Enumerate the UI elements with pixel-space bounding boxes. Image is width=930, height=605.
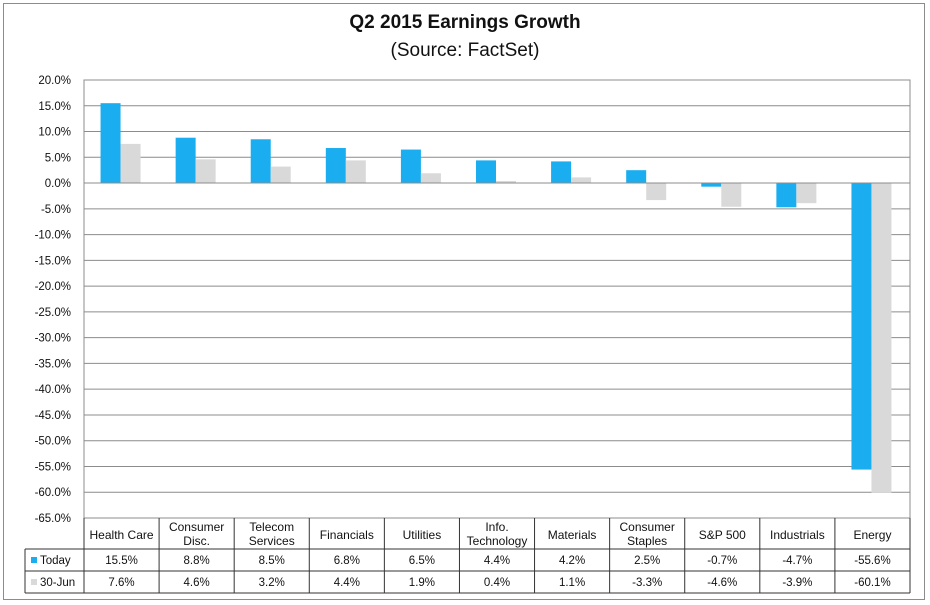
data-label: 3.2% <box>259 577 285 589</box>
x-category-label: Staples <box>627 534 667 548</box>
y-tick-label: 10.0% <box>38 127 71 139</box>
data-label: -4.6% <box>707 577 737 589</box>
data-label: 1.1% <box>559 577 585 589</box>
y-tick-label: -20.0% <box>35 281 71 293</box>
x-category-label: Consumer <box>620 520 675 534</box>
y-tick-label: -25.0% <box>35 307 71 319</box>
legend-key <box>31 557 37 563</box>
legend-key <box>31 579 37 585</box>
bar-today <box>776 183 797 208</box>
legend-label: Today <box>40 555 71 567</box>
data-label: 8.5% <box>259 555 285 567</box>
legend-label: 30-Jun <box>40 577 75 589</box>
data-label: 6.8% <box>334 555 360 567</box>
data-label: -60.1% <box>854 577 890 589</box>
y-tick-label: 5.0% <box>45 152 71 164</box>
chart-subtitle: (Source: FactSet) <box>390 40 540 61</box>
bar-today <box>626 170 647 184</box>
data-label: 8.8% <box>184 555 210 567</box>
bar-today <box>851 183 872 470</box>
bar-30-jun <box>571 177 592 184</box>
x-category-label: Materials <box>548 528 597 542</box>
bar-today <box>100 103 121 184</box>
data-label: -3.9% <box>782 577 812 589</box>
x-category-label: Utilities <box>403 528 442 542</box>
y-tick-label: -45.0% <box>35 410 71 422</box>
bar-30-jun <box>496 180 516 184</box>
x-category-label: Info. <box>485 520 508 534</box>
x-category-label: Energy <box>853 528 891 542</box>
data-label: 4.2% <box>559 555 585 567</box>
y-tick-label: -35.0% <box>35 358 71 370</box>
bar-today <box>325 148 346 184</box>
bar-30-jun <box>195 159 216 184</box>
bar-30-jun <box>721 183 742 207</box>
x-category-label: Industrials <box>770 528 825 542</box>
y-tick-label: -65.0% <box>35 513 71 525</box>
data-label: -55.6% <box>854 555 890 567</box>
y-tick-label: -5.0% <box>41 204 71 216</box>
bar-today <box>175 137 196 184</box>
y-tick-label: -50.0% <box>35 436 71 448</box>
bar-30-jun <box>871 183 892 493</box>
y-tick-label: 15.0% <box>38 101 71 113</box>
data-label: 7.6% <box>108 577 134 589</box>
bar-30-jun <box>646 183 667 201</box>
bar-today <box>701 183 722 187</box>
bar-30-jun <box>796 183 817 204</box>
plot-area <box>83 79 911 519</box>
bar-today <box>476 160 496 184</box>
bar-30-jun <box>270 166 291 184</box>
y-tick-label: -40.0% <box>35 384 71 396</box>
data-label: 4.6% <box>184 577 210 589</box>
data-label: 1.9% <box>409 577 435 589</box>
data-label: 4.4% <box>484 555 510 567</box>
data-label: -3.3% <box>632 577 662 589</box>
x-category-label: Services <box>249 534 295 548</box>
y-tick-label: -60.0% <box>35 487 71 499</box>
y-tick-label: -55.0% <box>35 461 71 473</box>
x-category-label: Consumer <box>169 520 224 534</box>
bar-30-jun <box>420 173 441 184</box>
x-category-label: Technology <box>467 534 528 548</box>
data-label: 0.4% <box>484 577 510 589</box>
chart-frame <box>3 3 925 600</box>
x-category-label: S&P 500 <box>699 528 746 542</box>
y-tick-label: 0.0% <box>45 178 71 190</box>
y-tick-label: -10.0% <box>35 230 71 242</box>
y-tick-label: -30.0% <box>35 333 71 345</box>
x-category-label: Telecom <box>249 520 294 534</box>
data-label: -0.7% <box>707 555 737 567</box>
chart-title: Q2 2015 Earnings Growth <box>349 12 581 33</box>
bar-30-jun <box>345 160 366 184</box>
data-label: -4.7% <box>782 555 812 567</box>
data-label: 15.5% <box>105 555 138 567</box>
x-category-label: Disc. <box>183 534 210 548</box>
bar-today <box>551 161 572 184</box>
data-label: 2.5% <box>634 555 660 567</box>
y-tick-label: 20.0% <box>38 75 71 87</box>
data-label: 6.5% <box>409 555 435 567</box>
y-tick-label: -15.0% <box>35 255 71 267</box>
bar-today <box>250 139 271 184</box>
x-category-label: Health Care <box>90 528 154 542</box>
bar-30-jun <box>120 143 141 184</box>
data-label: 4.4% <box>334 577 360 589</box>
x-category-label: Financials <box>320 528 374 542</box>
bar-today <box>400 149 421 184</box>
